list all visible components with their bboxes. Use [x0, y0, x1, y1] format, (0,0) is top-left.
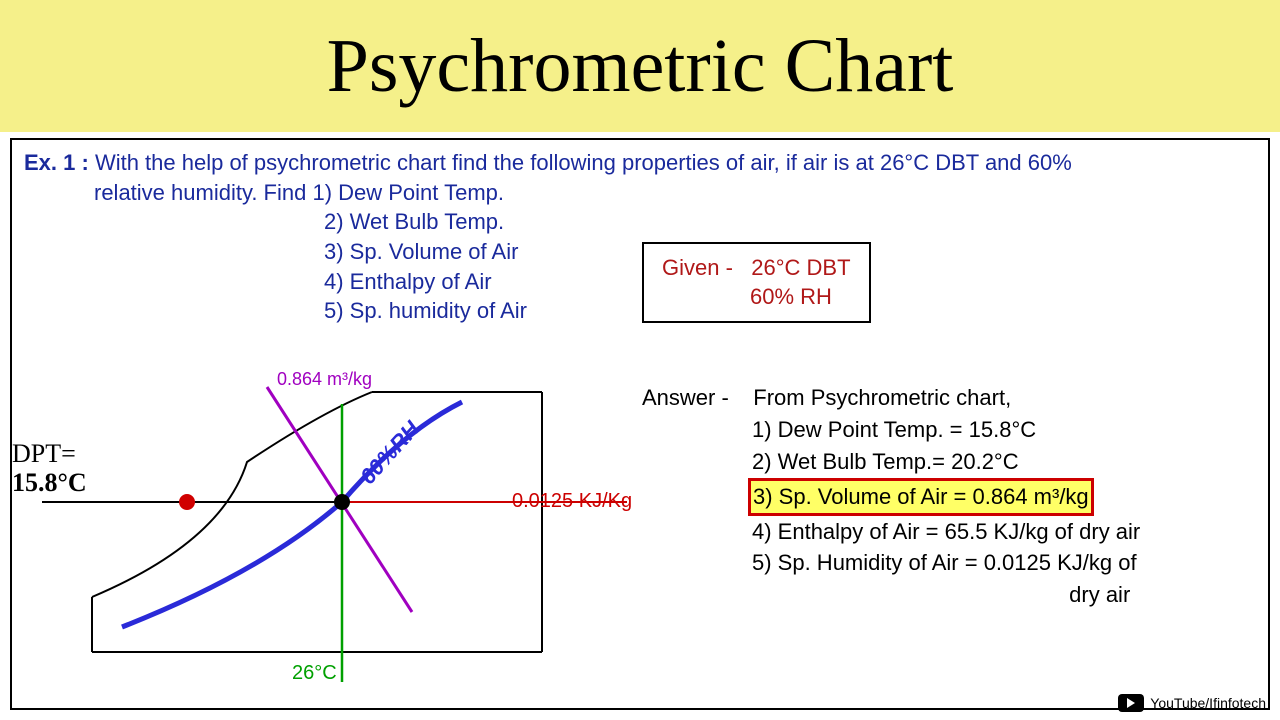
title-text: Psychrometric Chart: [327, 23, 954, 110]
title-bar: Psychrometric Chart: [0, 0, 1280, 132]
dpt-value: 15.8°C: [12, 468, 87, 497]
answer-item: 5) Sp. Humidity of Air = 0.0125 KJ/kg of: [752, 547, 1140, 579]
given-line1: 26°C DBT: [751, 255, 850, 280]
dpt-label: DPT= 15.8°C: [12, 440, 87, 497]
answer-label: Answer -: [642, 385, 729, 410]
problem-line2: relative humidity. Find 1) Dew Point Tem…: [94, 180, 504, 205]
answer-item: 1) Dew Point Temp. = 15.8°C: [752, 414, 1140, 446]
find-item: 2) Wet Bulb Temp.: [324, 207, 1256, 237]
answer-item: 4) Enthalpy of Air = 65.5 KJ/kg of dry a…: [752, 516, 1140, 548]
dbt-label: 26°C: [292, 662, 337, 685]
answer-tail: dry air: [752, 579, 1140, 611]
psychrometric-chart: [42, 372, 632, 692]
youtube-tag: YouTube/Ifinfotech: [1118, 694, 1266, 712]
content-frame: Ex. 1 : With the help of psychrometric c…: [10, 138, 1270, 710]
example-label: Ex. 1 :: [24, 150, 89, 175]
humidity-label: 0.0125 KJ/Kg: [512, 490, 632, 513]
specific-volume-label: 0.864 m³/kg: [277, 369, 372, 390]
answer-intro: From Psychrometric chart,: [753, 385, 1011, 410]
chart-svg: [42, 372, 632, 692]
answer-item: 2) Wet Bulb Temp.= 20.2°C: [752, 446, 1140, 478]
problem-statement: Ex. 1 : With the help of psychrometric c…: [24, 148, 1256, 207]
problem-line1: With the help of psychrometric chart fin…: [95, 150, 1072, 175]
youtube-text: YouTube/Ifinfotech: [1150, 695, 1266, 711]
answer-block: Answer - From Psychrometric chart, 1) De…: [642, 382, 1140, 611]
answer-item-highlight: 3) Sp. Volume of Air = 0.864 m³/kg: [748, 478, 1094, 516]
answer-list: 1) Dew Point Temp. = 15.8°C 2) Wet Bulb …: [752, 414, 1140, 611]
youtube-icon: [1118, 694, 1144, 712]
dpt-text: DPT=: [12, 439, 76, 468]
given-box: Given - 26°C DBT 60% RH: [642, 242, 871, 323]
given-label: Given -: [662, 255, 733, 280]
given-line2: 60% RH: [750, 284, 832, 309]
